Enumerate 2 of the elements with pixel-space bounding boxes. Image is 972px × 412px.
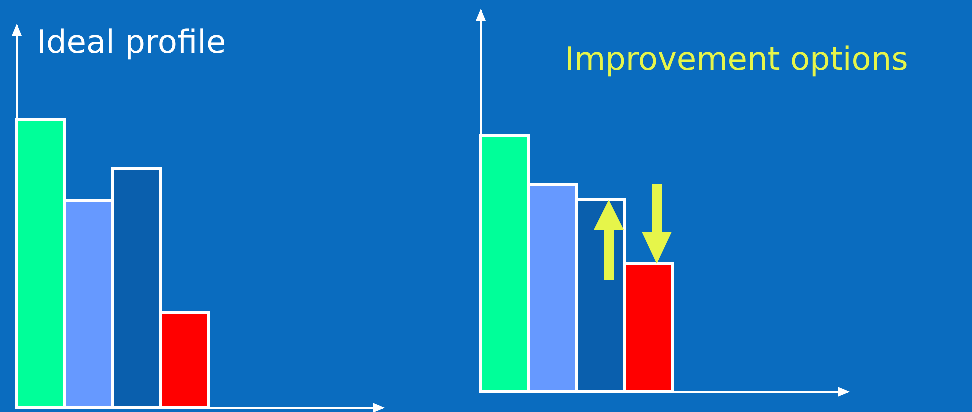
- chart-title: Ideal profile: [37, 23, 226, 61]
- chart-title: Improvement options: [565, 40, 908, 78]
